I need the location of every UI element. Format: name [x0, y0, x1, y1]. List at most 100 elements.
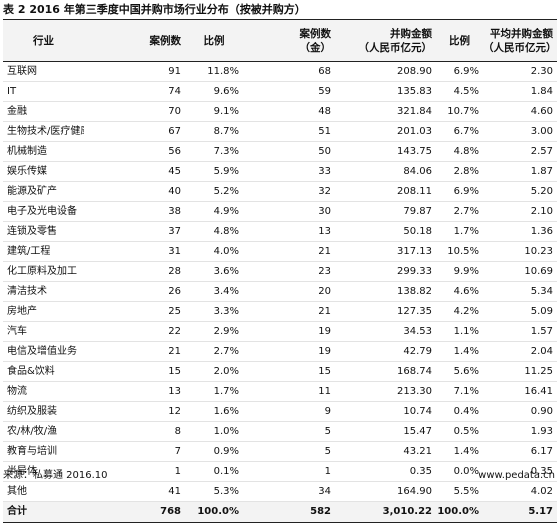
- deal-ratio-cell: 9.1%: [185, 101, 243, 122]
- deal-count-amount-cell: 34: [243, 481, 335, 502]
- deal-count-cell: 768: [84, 501, 185, 523]
- table-row: 娱乐传媒 45 5.9% 33 84.06 2.8% 1.87: [3, 161, 557, 182]
- deal-value-cell: 321.84: [335, 101, 436, 122]
- industry-cell: 农/林/牧/渔: [3, 421, 84, 442]
- deal-value-cell: 168.74: [335, 361, 436, 382]
- deal-value-cell: 135.83: [335, 81, 436, 102]
- deal-value-cell: 164.90: [335, 481, 436, 502]
- deal-ratio-cell: 2.7%: [185, 341, 243, 362]
- deal-count-cell: 22: [84, 321, 185, 342]
- deal-count-cell: 21: [84, 341, 185, 362]
- average-value-cell: 6.17: [483, 441, 557, 462]
- average-value-cell: 5.20: [483, 181, 557, 202]
- value-ratio-cell: 0.5%: [436, 421, 483, 442]
- deal-value-cell: 143.75: [335, 141, 436, 162]
- website-note: www.pedata.cn: [478, 470, 555, 481]
- deal-count-cell: 7: [84, 441, 185, 462]
- table-row: 生物技术/医疗健康 67 8.7% 51 201.03 6.7% 3.00: [3, 121, 557, 142]
- deal-value-cell: 127.35: [335, 301, 436, 322]
- deal-count-cell: 1: [84, 461, 185, 482]
- value-ratio-cell: 6.9%: [436, 181, 483, 202]
- deal-ratio-cell: 9.6%: [185, 81, 243, 102]
- deal-count-cell: 25: [84, 301, 185, 322]
- table-row: 纺织及服装 12 1.6% 9 10.74 0.4% 0.90: [3, 401, 557, 422]
- average-value-cell: 2.57: [483, 141, 557, 162]
- deal-value-cell: 84.06: [335, 161, 436, 182]
- deal-count-amount-cell: 13: [243, 221, 335, 242]
- table-row: 化工原料及加工 28 3.6% 23 299.33 9.9% 10.69: [3, 261, 557, 282]
- table-row: 电子及光电设备 38 4.9% 30 79.87 2.7% 2.10: [3, 201, 557, 222]
- average-value-cell: 16.41: [483, 381, 557, 402]
- deal-value-cell: 10.74: [335, 401, 436, 422]
- header-deal-count-amount: 案例数 （金）: [243, 19, 335, 62]
- average-value-cell: 5.34: [483, 281, 557, 302]
- deal-count-amount-cell: 19: [243, 341, 335, 362]
- deal-count-cell: 91: [84, 61, 185, 82]
- deal-count-cell: 67: [84, 121, 185, 142]
- deal-ratio-cell: 5.2%: [185, 181, 243, 202]
- average-value-cell: 10.69: [483, 261, 557, 282]
- industry-cell: 机械制造: [3, 141, 84, 162]
- deal-count-amount-cell: 48: [243, 101, 335, 122]
- deal-ratio-cell: 100.0%: [185, 501, 243, 523]
- deal-count-amount-cell: 21: [243, 241, 335, 262]
- industry-cell: 半导体: [3, 461, 84, 482]
- header-average-value: 平均并购金额 （人民币亿元）: [483, 19, 557, 62]
- deal-value-cell: 15.47: [335, 421, 436, 442]
- deal-count-amount-cell: 11: [243, 381, 335, 402]
- value-ratio-cell: 4.8%: [436, 141, 483, 162]
- deal-count-cell: 13: [84, 381, 185, 402]
- deal-count-cell: 56: [84, 141, 185, 162]
- table-row: IT 74 9.6% 59 135.83 4.5% 1.84: [3, 81, 557, 102]
- deal-count-amount-cell: 50: [243, 141, 335, 162]
- industry-cell: 物流: [3, 381, 84, 402]
- table-row: 机械制造 56 7.3% 50 143.75 4.8% 2.57: [3, 141, 557, 162]
- average-value-cell: 5.17: [483, 501, 557, 523]
- deal-count-cell: 12: [84, 401, 185, 422]
- value-ratio-cell: 1.7%: [436, 221, 483, 242]
- header-deal-ratio: 比例: [185, 19, 243, 62]
- average-value-cell: 3.00: [483, 121, 557, 142]
- deal-value-cell: 3,010.22: [335, 501, 436, 523]
- header-deal-value: 并购金额 （人民币亿元）: [335, 19, 436, 62]
- value-ratio-cell: 0.0%: [436, 461, 483, 482]
- value-ratio-cell: 7.1%: [436, 381, 483, 402]
- deal-value-cell: 208.90: [335, 61, 436, 82]
- value-ratio-cell: 5.5%: [436, 481, 483, 502]
- average-value-cell: 4.02: [483, 481, 557, 502]
- average-value-cell: 2.10: [483, 201, 557, 222]
- average-value-cell: 0.35: [483, 461, 557, 482]
- industry-cell: 教育与培训: [3, 441, 84, 462]
- industry-cell: IT: [3, 81, 84, 102]
- deal-ratio-cell: 5.3%: [185, 481, 243, 502]
- deal-count-cell: 70: [84, 101, 185, 122]
- deal-count-cell: 28: [84, 261, 185, 282]
- header-value-ratio: 比例: [436, 19, 483, 62]
- table-row: 金融 70 9.1% 48 321.84 10.7% 4.60: [3, 101, 557, 122]
- deal-ratio-cell: 2.0%: [185, 361, 243, 382]
- value-ratio-cell: 9.9%: [436, 261, 483, 282]
- table-row: 电信及增值业务 21 2.7% 19 42.79 1.4% 2.04: [3, 341, 557, 362]
- value-ratio-cell: 1.1%: [436, 321, 483, 342]
- table-row: 农/林/牧/渔 8 1.0% 5 15.47 0.5% 1.93: [3, 421, 557, 442]
- deal-ratio-cell: 3.6%: [185, 261, 243, 282]
- source-note: 来源：私募通 2016.10: [3, 470, 108, 481]
- table-body: 互联网 91 11.8% 68 208.90 6.9% 2.30 IT 74 9.6% 59 135.…: [3, 61, 557, 523]
- value-ratio-cell: 6.9%: [436, 61, 483, 82]
- deal-ratio-cell: 4.9%: [185, 201, 243, 222]
- deal-count-cell: 41: [84, 481, 185, 502]
- table-row: 教育与培训 7 0.9% 5 43.21 1.4% 6.17: [3, 441, 557, 462]
- industry-cell: 其他: [3, 481, 84, 502]
- deal-value-cell: 50.18: [335, 221, 436, 242]
- table-row: 清洁技术 26 3.4% 20 138.82 4.6% 5.34: [3, 281, 557, 302]
- table-row: 汽车 22 2.9% 19 34.53 1.1% 1.57: [3, 321, 557, 342]
- table-row: 建筑/工程 31 4.0% 21 317.13 10.5% 10.23: [3, 241, 557, 262]
- deal-ratio-cell: 4.8%: [185, 221, 243, 242]
- value-ratio-cell: 4.6%: [436, 281, 483, 302]
- industry-cell: 生物技术/医疗健康: [3, 121, 84, 142]
- deal-value-cell: 213.30: [335, 381, 436, 402]
- deal-count-amount-cell: 20: [243, 281, 335, 302]
- average-value-cell: 0.90: [483, 401, 557, 422]
- deal-ratio-cell: 11.8%: [185, 61, 243, 82]
- deal-count-cell: 26: [84, 281, 185, 302]
